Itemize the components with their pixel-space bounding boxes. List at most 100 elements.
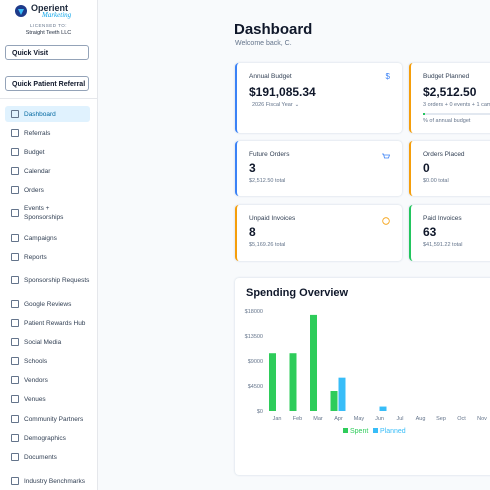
- nav-icon: [11, 415, 19, 423]
- x-tick-label: Aug: [416, 416, 426, 422]
- y-tick-label: $0: [257, 409, 263, 415]
- nav-label: Google Reviews: [24, 300, 72, 308]
- licensed-label: LICENSED TO:: [29, 23, 68, 28]
- bar: [338, 377, 346, 411]
- card-label: Annual Budget: [249, 73, 292, 80]
- nav-label: Events + Sponsorships: [24, 205, 64, 221]
- quick-visit-button[interactable]: Quick Visit: [5, 45, 89, 60]
- nav-icon: [11, 395, 19, 403]
- stat-card: Annual Budget $191,085.34 2026 Fiscal Year…: [235, 63, 402, 133]
- nav-label: Budget: [24, 148, 45, 156]
- card-value: $2,512.50: [423, 85, 477, 99]
- card-icon: $: [385, 72, 390, 81]
- bar: [289, 353, 297, 411]
- nav-item[interactable]: Reports: [5, 249, 90, 265]
- divider: [0, 98, 97, 99]
- x-tick-label: Feb: [293, 416, 302, 422]
- sidebar: Operient Marketing LICENSED TO: Straight…: [0, 0, 98, 490]
- nav-label: Industry Benchmarks: [24, 477, 86, 485]
- nav-label: Sponsorship Requests: [24, 276, 90, 284]
- nav-item[interactable]: Dashboard: [5, 106, 90, 122]
- nav-item[interactable]: Google Reviews: [5, 296, 90, 312]
- y-tick-label: $18000: [245, 309, 263, 315]
- nav-icon: [11, 338, 19, 346]
- card-note: 3 orders + 0 events + 1 cam: [423, 102, 490, 108]
- nav-label: Campaigns: [24, 234, 57, 242]
- nav-icon: [11, 148, 19, 156]
- nav-item[interactable]: Campaigns: [5, 230, 90, 246]
- x-tick-label: Mar: [313, 416, 323, 422]
- card-label: Orders Placed: [423, 151, 465, 158]
- card-label: Paid Invoices: [423, 215, 462, 222]
- stat-card: Future Orders 3 $2,512.50 total: [235, 141, 402, 196]
- legend-label: Spent: [350, 428, 368, 435]
- legend-label: Planned: [380, 428, 406, 435]
- nav-item[interactable]: Orders: [5, 182, 90, 198]
- nav-item[interactable]: Budget: [5, 144, 90, 160]
- nav-label: Demographics: [24, 434, 66, 442]
- y-tick-label: $9000: [248, 359, 263, 365]
- chevron: ⌄: [294, 102, 300, 108]
- nav-label: Reports: [24, 253, 47, 261]
- card-label: Budget Planned: [423, 73, 470, 80]
- nav-label: Orders: [24, 186, 44, 194]
- clock-shape: [382, 217, 390, 225]
- cart-shape: [382, 153, 390, 159]
- nav-item[interactable]: Demographics: [5, 430, 90, 446]
- card-note: 2026 Fiscal Year ⌄: [252, 102, 300, 108]
- nav-label: Referrals: [24, 129, 51, 137]
- nav-icon: [11, 186, 19, 194]
- card-note: $2,512.50 total: [249, 178, 286, 184]
- stat-card: Orders Placed 0 $0.00 total: [409, 141, 490, 196]
- nav-icon: [11, 357, 19, 365]
- nav-item[interactable]: Vendors: [5, 372, 90, 388]
- nav-item[interactable]: Documents: [5, 449, 90, 465]
- nav-icon: [11, 110, 19, 118]
- x-tick-label: May: [354, 416, 365, 422]
- bar: [269, 353, 276, 411]
- stat-card: Paid Invoices 63 $41,591.22 total: [409, 205, 490, 261]
- nav-item[interactable]: Sponsorship Requests: [5, 271, 90, 289]
- licensee: Straight Teeth LLC: [25, 30, 72, 36]
- nav-label: Documents: [24, 453, 57, 461]
- y-tick-label: $4500: [248, 384, 263, 390]
- y-tick-label: $13500: [245, 334, 263, 340]
- nav-icon: [11, 234, 19, 242]
- nav-item[interactable]: Schools: [5, 353, 90, 369]
- card-value: 63: [423, 225, 437, 239]
- nav-item[interactable]: Social Media: [5, 334, 90, 350]
- progress-fill: [423, 113, 425, 115]
- nav-item[interactable]: Community Partners: [5, 411, 90, 427]
- nav-icon: [11, 477, 19, 485]
- nav-item[interactable]: Venues: [5, 391, 90, 407]
- nav-icon: [11, 209, 19, 217]
- nav-item[interactable]: Referrals: [5, 125, 90, 141]
- nav-icon: [11, 319, 19, 327]
- chart-title: Spending Overview: [246, 287, 349, 299]
- progress-label: % of annual budget: [423, 118, 471, 124]
- card-label: Future Orders: [249, 151, 290, 158]
- nav-icon: [11, 300, 19, 308]
- bar: [330, 391, 338, 411]
- progress-bar: [423, 113, 490, 115]
- brand-tagline: Marketing: [42, 11, 72, 19]
- nav-item[interactable]: Calendar: [5, 163, 90, 179]
- card-value: 8: [249, 225, 256, 239]
- nav-item[interactable]: Patient Rewards Hub: [5, 314, 90, 332]
- nav-label: Dashboard: [24, 110, 56, 118]
- nav-item[interactable]: Industry Benchmarks: [5, 472, 90, 490]
- card-value: 3: [249, 161, 256, 175]
- bar: [379, 406, 387, 411]
- quick-referral-button[interactable]: Quick Patient Referral: [5, 76, 89, 91]
- stat-card: Budget Planned $2,512.50 3 orders + 0 even…: [409, 63, 490, 133]
- card-icon: [382, 217, 390, 225]
- nav-item[interactable]: Events + Sponsorships: [5, 204, 90, 222]
- card-value: $191,085.34: [249, 85, 316, 99]
- x-tick-label: Jul: [396, 416, 403, 422]
- card-note: $41,591.22 total: [423, 242, 463, 248]
- x-tick-label: Apr: [334, 416, 343, 422]
- x-tick-label: Jan: [273, 416, 282, 422]
- logo-icon: [15, 5, 27, 17]
- nav-label: Calendar: [24, 167, 51, 175]
